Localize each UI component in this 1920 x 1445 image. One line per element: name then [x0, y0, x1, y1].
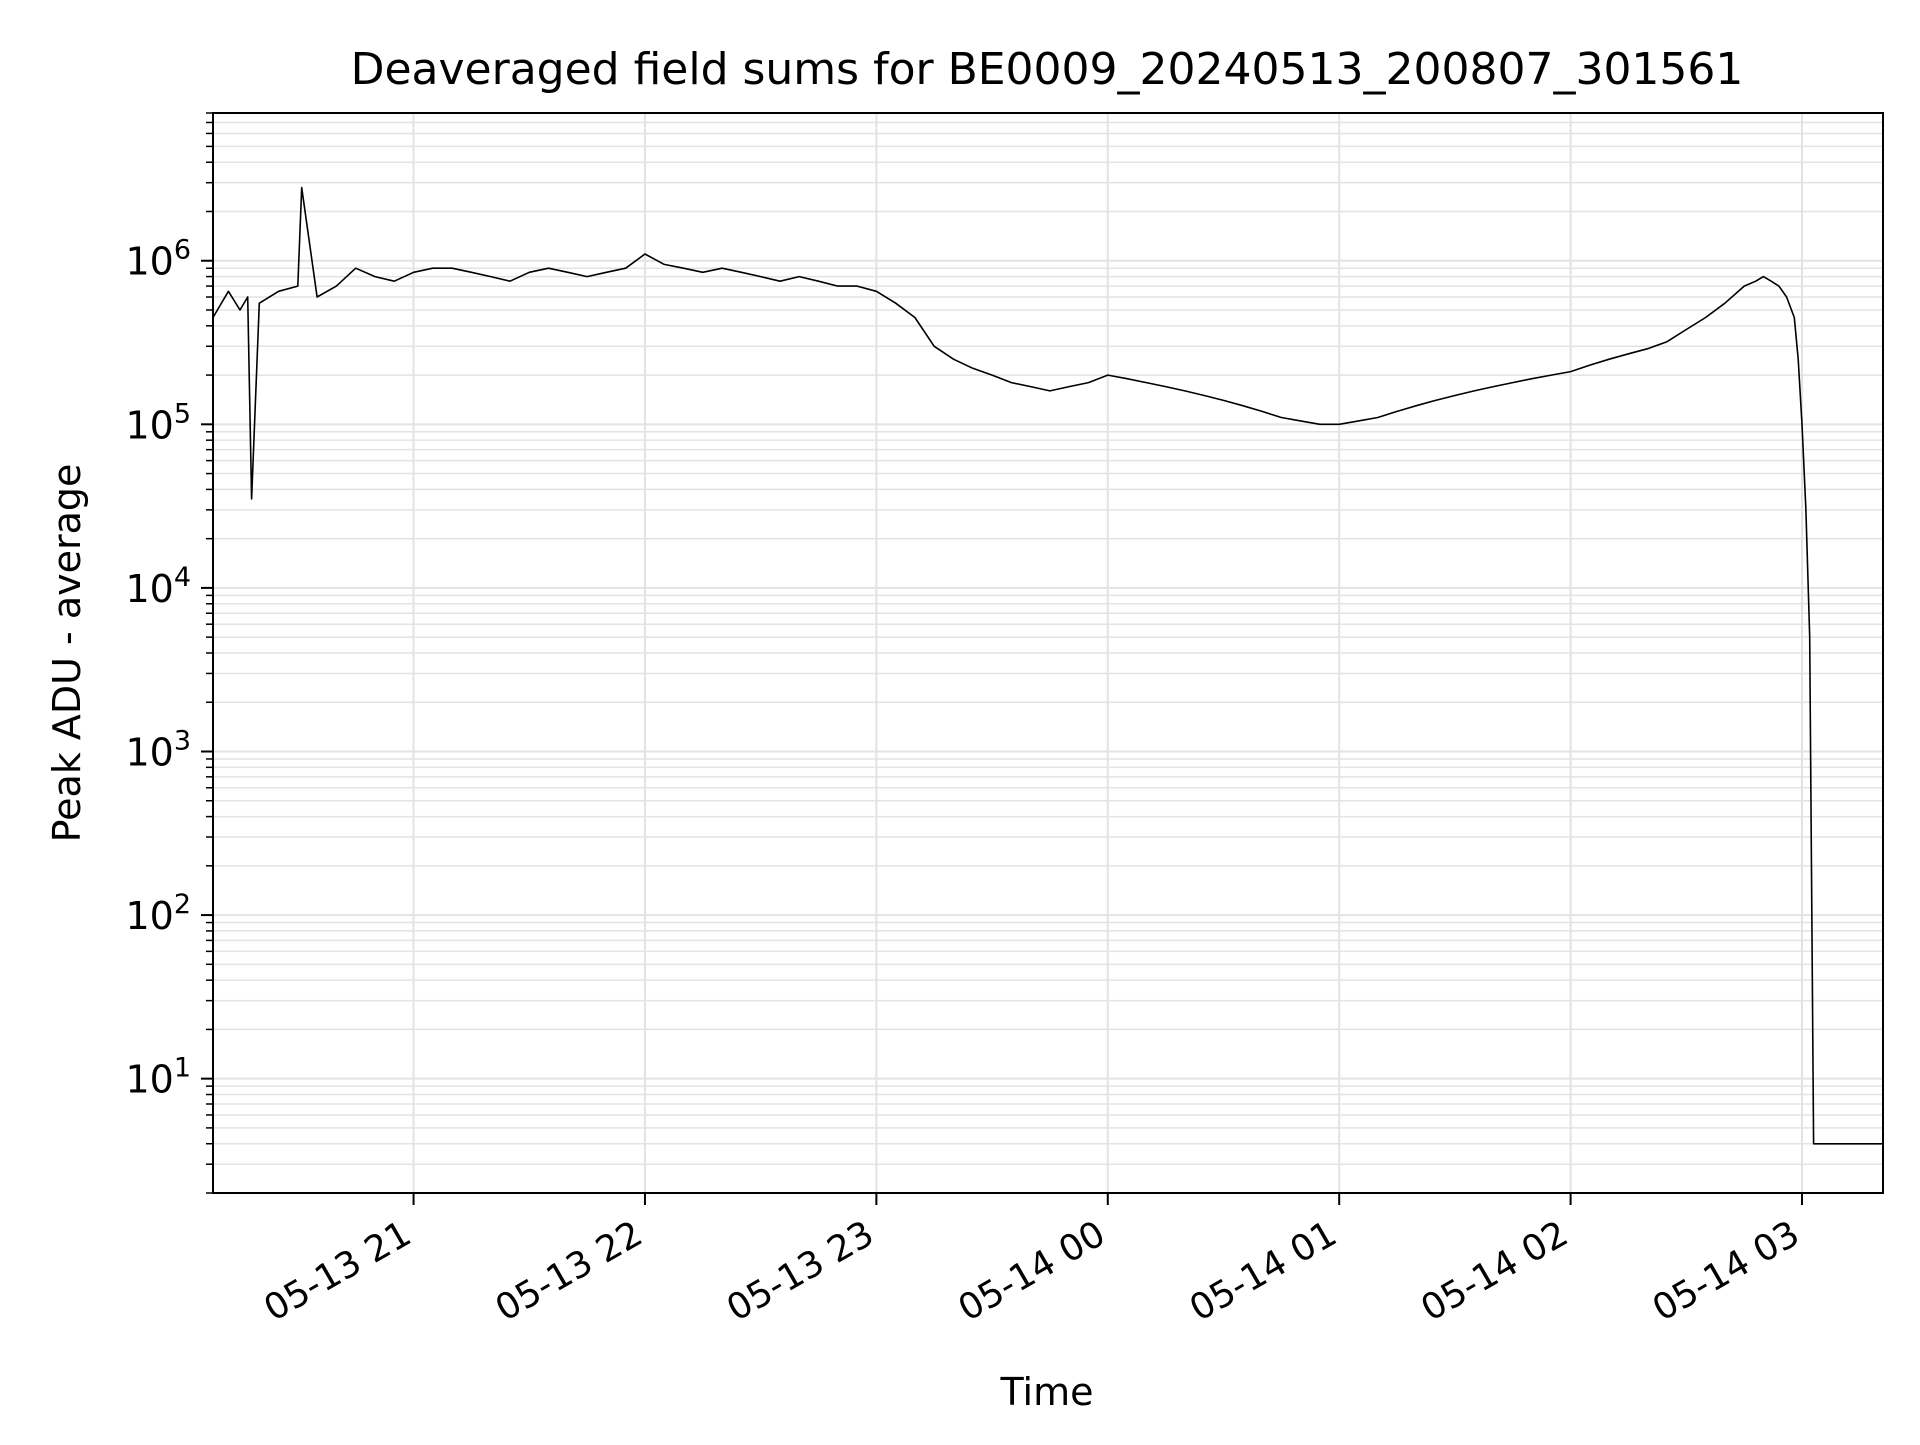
- y-axis: 101 102 103 104 105 106: [125, 112, 213, 1194]
- y-tick-label: 105: [125, 398, 191, 447]
- grid-lines: [213, 112, 1883, 1194]
- y-tick-label: 101: [125, 1053, 191, 1102]
- y-tick-label: 106: [125, 235, 191, 284]
- series-line: [212, 186, 1883, 1145]
- x-axis-label: Time: [1000, 1370, 1094, 1414]
- y-tick-label: 102: [125, 889, 191, 938]
- y-axis-label: Peak ADU - average: [45, 464, 89, 843]
- chart-title: Deaveraged field sums for BE0009_2024051…: [351, 44, 1744, 95]
- y-tick-label: 103: [125, 725, 191, 774]
- series-layer: [212, 186, 1883, 1145]
- y-tick-label: 104: [125, 562, 191, 611]
